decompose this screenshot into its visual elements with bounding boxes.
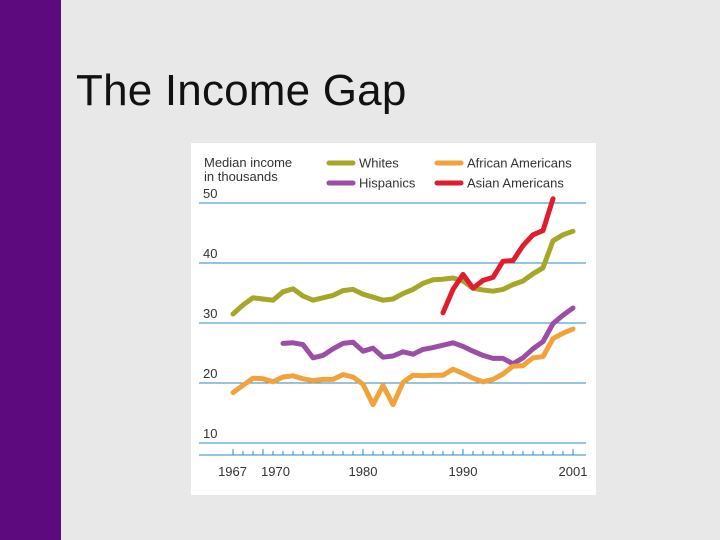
legend-label-whites: Whites (359, 156, 399, 171)
series-line-whites (230, 228, 576, 317)
chart-title-line-2: in thousands (204, 169, 278, 184)
x-axis: 1967 1970 1980 1990 2001 (199, 449, 587, 479)
chart-series (230, 196, 576, 408)
income-line-chart: Median income in thousands Whites Hispani… (199, 155, 587, 479)
chart-gridlines (199, 202, 586, 444)
legend-label-hispanics: Hispanics (359, 176, 416, 191)
y-tick-label-30: 30 (203, 306, 217, 321)
series-line-asian-americans (440, 196, 556, 316)
series-line-hispanics (280, 305, 576, 367)
series-line-african-americans (230, 326, 576, 408)
x-tick-label-1967: 1967 (218, 464, 247, 479)
legend-label-asian-americans: Asian Americans (467, 176, 564, 191)
y-tick-label-20: 20 (203, 366, 217, 381)
x-tick-label-1990: 1990 (449, 464, 478, 479)
y-axis-tick-labels: 10 20 30 40 50 (203, 186, 217, 441)
chart-panel: Median income in thousands Whites Hispani… (191, 143, 596, 495)
legend-label-african-americans: African Americans (467, 156, 572, 171)
y-tick-label-10: 10 (203, 426, 217, 441)
chart-legend: Whites Hispanics African Americans Asian Am… (326, 156, 572, 191)
x-tick-label-1970: 1970 (261, 464, 290, 479)
slide-title: The Income Gap (76, 66, 407, 115)
x-tick-label-1980: 1980 (349, 464, 378, 479)
chart-title-line-1: Median income (204, 155, 292, 170)
y-tick-label-40: 40 (203, 246, 217, 261)
y-tick-label-50: 50 (203, 186, 217, 201)
side-accent-bar (0, 0, 61, 540)
x-tick-label-2001: 2001 (559, 464, 588, 479)
